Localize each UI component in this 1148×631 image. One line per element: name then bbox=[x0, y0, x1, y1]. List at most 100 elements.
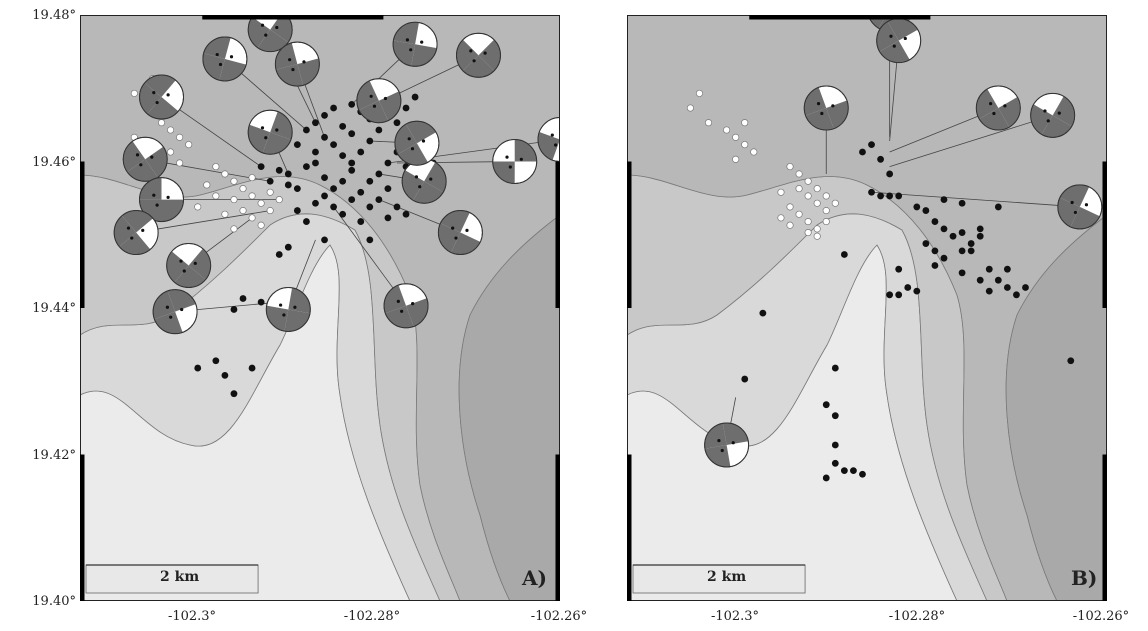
earthquake-event-white bbox=[723, 126, 731, 134]
polarity-dot bbox=[429, 177, 433, 181]
beachball-compression-quadrant bbox=[127, 159, 158, 182]
earthquake-event-white bbox=[221, 210, 229, 218]
polarity-dot bbox=[483, 51, 487, 55]
earthquake-event-black bbox=[348, 159, 356, 167]
x-tick-label-a: -102.28° bbox=[343, 609, 401, 624]
polarity-dot bbox=[451, 226, 455, 230]
earthquake-event-black bbox=[985, 265, 993, 273]
earthquake-event-white bbox=[822, 192, 830, 200]
earthquake-event-white bbox=[248, 174, 256, 182]
polarity-dot bbox=[989, 102, 993, 106]
earthquake-event-black bbox=[312, 159, 319, 167]
polarity-dot bbox=[1057, 111, 1061, 115]
polarity-dot bbox=[293, 305, 297, 309]
earthquake-event-white bbox=[804, 192, 812, 200]
polarity-dot bbox=[150, 155, 154, 159]
earthquake-event-black bbox=[931, 218, 939, 225]
earthquake-event-white bbox=[203, 181, 211, 189]
polarity-dot bbox=[1073, 210, 1078, 215]
earthquake-event-white bbox=[795, 210, 803, 218]
earthquake-event-black bbox=[375, 170, 383, 178]
beachball-compression-quadrant bbox=[451, 232, 481, 255]
earthquake-event-black bbox=[940, 196, 948, 203]
x-tick-label-a: -102.26° bbox=[530, 609, 588, 624]
beachball-compression-quadrant bbox=[826, 100, 849, 129]
map-svg-a bbox=[80, 15, 560, 601]
earthquake-event-white bbox=[686, 104, 694, 112]
polarity-dot bbox=[889, 34, 893, 38]
earthquake-event-black bbox=[985, 287, 993, 295]
earthquake-event-white bbox=[786, 203, 794, 211]
beachball-compression-quadrant bbox=[257, 29, 289, 52]
earthquake-event-black bbox=[248, 364, 256, 372]
earthquake-event-black bbox=[1022, 284, 1029, 291]
panel-label-a: A) bbox=[522, 566, 547, 590]
earthquake-event-white bbox=[176, 159, 184, 167]
focal-mechanism-beachball bbox=[401, 158, 447, 204]
earthquake-event-white bbox=[212, 192, 220, 200]
earthquake-event-white bbox=[795, 170, 803, 178]
earthquake-event-black bbox=[913, 203, 921, 211]
beachball-compression-quadrant bbox=[438, 223, 461, 253]
earthquake-event-black bbox=[886, 291, 894, 299]
earthquake-event-black bbox=[303, 218, 310, 225]
earthquake-event-black bbox=[330, 104, 337, 112]
earthquake-event-black bbox=[321, 174, 328, 182]
focal-mechanism-beachball bbox=[152, 289, 198, 335]
earthquake-event-black bbox=[357, 188, 365, 196]
x-tick-label-b: -102.28° bbox=[888, 609, 946, 624]
earthquake-event-white bbox=[130, 89, 138, 97]
polarity-dot bbox=[1043, 109, 1047, 113]
earthquake-event-black bbox=[330, 203, 337, 211]
earthquake-event-black bbox=[357, 218, 365, 225]
polarity-dot bbox=[179, 259, 183, 263]
earthquake-event-black bbox=[877, 155, 884, 163]
beachball-compression-quadrant bbox=[462, 55, 494, 78]
beachball-compression-quadrant bbox=[166, 251, 189, 283]
polarity-dot bbox=[152, 193, 156, 197]
focal-mechanism-beachball bbox=[122, 136, 168, 182]
earthquake-event-black bbox=[402, 104, 410, 112]
x-tick-label-a: -102.3° bbox=[167, 609, 217, 624]
polarity-dot bbox=[407, 137, 411, 141]
beachball-compression-quadrant bbox=[139, 82, 162, 114]
earthquake-event-black bbox=[411, 93, 419, 101]
focal-mechanism-beachball bbox=[803, 85, 849, 131]
earthquake-event-black bbox=[230, 306, 238, 313]
beachball-compression-quadrant bbox=[144, 75, 176, 98]
earthquake-event-black bbox=[895, 192, 903, 200]
polarity-dot bbox=[155, 100, 159, 105]
polarity-dot bbox=[454, 236, 458, 240]
polarity-dot bbox=[418, 185, 422, 189]
earthquake-event-black bbox=[940, 225, 948, 233]
beachball-outline bbox=[975, 85, 1021, 131]
polarity-dot bbox=[152, 91, 156, 95]
beachball-compression-quadrant bbox=[119, 232, 151, 255]
earthquake-event-white bbox=[732, 133, 740, 141]
polarity-dot bbox=[291, 67, 295, 72]
earthquake-event-black bbox=[831, 459, 839, 467]
earthquake-event-black bbox=[303, 163, 310, 171]
earthquake-event-white bbox=[266, 207, 274, 215]
earthquake-event-white bbox=[741, 119, 749, 127]
polarity-dot bbox=[166, 195, 170, 199]
earthquake-event-white bbox=[750, 148, 758, 156]
earthquake-event-black bbox=[958, 229, 966, 236]
polarity-dot bbox=[288, 58, 292, 62]
polarity-dot bbox=[816, 102, 821, 106]
earthquake-event-black bbox=[375, 196, 383, 203]
earthquake-event-black bbox=[321, 192, 328, 200]
earthquake-event-white bbox=[741, 141, 749, 149]
earthquake-event-black bbox=[393, 119, 401, 127]
focal-mechanism-beachball bbox=[202, 36, 248, 82]
earthquake-event-black bbox=[922, 207, 930, 214]
earthquake-event-black bbox=[1003, 265, 1011, 273]
y-tick-label: 19.40° bbox=[32, 594, 76, 609]
earthquake-event-black bbox=[994, 276, 1002, 284]
beachball-compression-quadrant bbox=[1059, 184, 1090, 207]
earthquake-event-black bbox=[194, 364, 202, 372]
earthquake-event-black bbox=[375, 126, 383, 134]
beachball-compression-quadrant bbox=[123, 141, 146, 172]
earthquake-event-black bbox=[967, 247, 975, 255]
polarity-dot bbox=[731, 441, 735, 445]
